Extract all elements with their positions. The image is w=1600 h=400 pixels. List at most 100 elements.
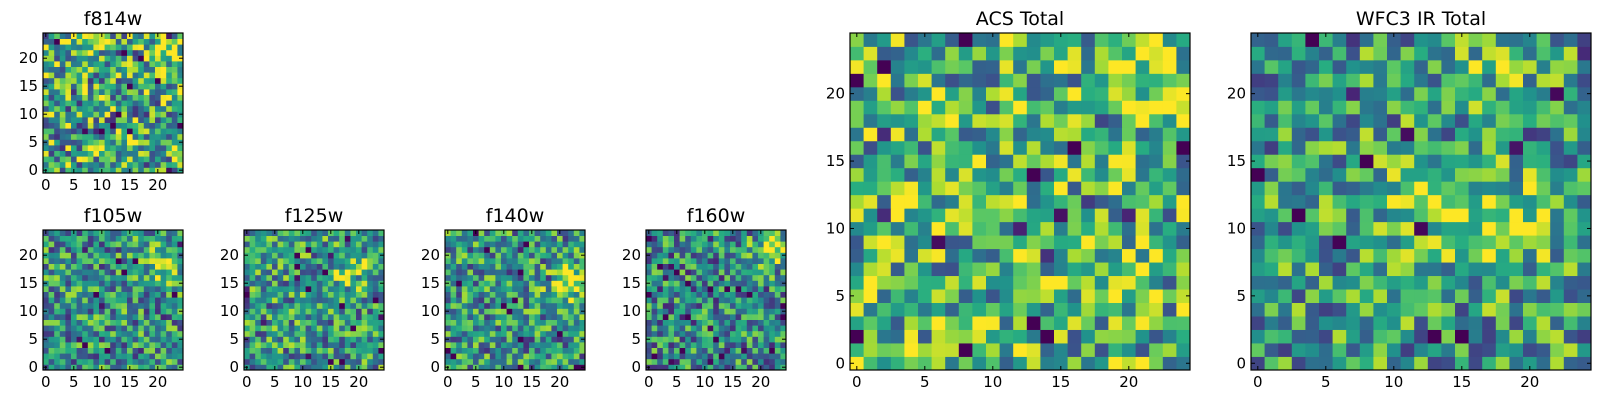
heatmap-cell <box>305 330 312 337</box>
heatmap-cell <box>121 280 128 287</box>
heatmap-cell <box>378 358 385 365</box>
heatmap-cell <box>735 302 742 309</box>
heatmap-cell <box>662 364 669 371</box>
heatmap-cell <box>143 347 150 354</box>
heatmap-cell <box>255 252 262 259</box>
heatmap-cell <box>579 274 586 281</box>
heatmap-cell <box>1468 302 1483 317</box>
heatmap-cell <box>1373 73 1388 88</box>
heatmap-cell <box>344 302 351 309</box>
heatmap-cell <box>972 208 987 223</box>
heatmap-cell <box>339 263 346 270</box>
heatmap-cell <box>93 314 100 320</box>
heatmap-cell <box>456 358 463 365</box>
heatmap-cell <box>110 358 117 365</box>
heatmap-cell <box>71 77 77 84</box>
heatmap-cell <box>863 167 878 182</box>
heatmap-cell <box>529 291 535 298</box>
heatmap-cell <box>1373 100 1388 115</box>
heatmap-cell <box>76 77 83 84</box>
heatmap-cell <box>551 269 558 276</box>
heatmap-cell <box>696 291 703 298</box>
heatmap-cell <box>65 347 72 354</box>
heatmap-cell <box>579 258 586 264</box>
heatmap-cell <box>350 302 357 309</box>
heatmap-cell <box>730 280 736 287</box>
heatmap-cell <box>904 262 919 277</box>
heatmap-cell <box>127 274 133 281</box>
heatmap-cell <box>166 230 173 236</box>
heatmap-cell <box>138 263 145 270</box>
heatmap-cell <box>679 291 686 298</box>
heatmap-cell <box>495 342 502 348</box>
heatmap-cell <box>132 128 139 135</box>
heatmap-cell <box>177 150 184 157</box>
heatmap-cell <box>99 263 105 270</box>
heatmap-cell <box>305 235 312 242</box>
heatmap-cell <box>579 353 586 360</box>
heatmap-cell <box>735 342 742 348</box>
heatmap-cell <box>931 343 946 357</box>
heatmap-cell <box>495 258 502 264</box>
heatmap-cell <box>65 336 72 343</box>
heatmap-cell <box>110 111 117 118</box>
heatmap-cell <box>260 280 267 287</box>
heatmap-cell <box>690 286 697 292</box>
heatmap-cell <box>155 161 161 168</box>
heatmap-cell <box>311 230 318 236</box>
heatmap-cell <box>177 230 184 236</box>
heatmap-cell <box>557 358 563 365</box>
heatmap-cell <box>735 297 742 304</box>
heatmap-cell <box>71 325 77 332</box>
heatmap-cell <box>735 336 742 343</box>
heatmap-cell <box>863 316 878 330</box>
heatmap-cell <box>489 302 496 309</box>
heatmap-cell <box>562 302 569 309</box>
heatmap-cell <box>1563 154 1578 169</box>
heatmap-cell <box>774 246 781 253</box>
heatmap-cell <box>763 325 770 332</box>
heatmap-cell <box>1081 208 1096 223</box>
heatmap-cell <box>763 286 770 292</box>
heatmap-cell <box>54 117 61 123</box>
heatmap-cell <box>260 235 267 242</box>
heatmap-cell <box>48 161 55 168</box>
heatmap-cell <box>288 263 295 270</box>
heatmap-cell <box>679 252 686 259</box>
heatmap-cell <box>110 72 117 79</box>
heatmap-cell <box>132 156 139 163</box>
heatmap-cell <box>730 269 736 276</box>
heatmap-cell <box>445 274 451 281</box>
heatmap-cell <box>1455 221 1469 236</box>
heatmap-cell <box>918 329 932 344</box>
heatmap-cell <box>277 269 284 276</box>
heatmap-cell <box>1040 235 1055 250</box>
heatmap-cell <box>115 94 122 101</box>
heatmap-cell <box>512 269 519 276</box>
heatmap-cell <box>1135 248 1150 263</box>
heatmap-cell <box>143 83 150 90</box>
heatmap-cell <box>294 314 301 320</box>
heatmap-cell <box>166 246 173 253</box>
heatmap-cell <box>877 235 892 250</box>
heatmap-cell <box>288 280 295 287</box>
heatmap-cell <box>87 241 94 248</box>
heatmap-cell <box>972 235 987 250</box>
heatmap-cell <box>890 127 905 142</box>
heatmap-cell <box>1094 113 1109 128</box>
heatmap-cell <box>1319 127 1333 142</box>
heatmap-cell <box>945 262 960 277</box>
heatmap-cell <box>361 246 368 253</box>
heatmap-cell <box>177 72 184 79</box>
heatmap-cell <box>702 274 708 281</box>
heatmap-cell <box>512 302 519 309</box>
heatmap-cell <box>127 44 133 51</box>
heatmap-cell <box>76 263 83 270</box>
heatmap-cell <box>473 319 479 326</box>
heatmap-cell <box>707 230 714 236</box>
heatmap-cell <box>461 241 468 248</box>
heatmap-cell <box>478 230 485 236</box>
heatmap-cell <box>774 235 781 242</box>
heatmap-cell <box>651 353 658 360</box>
heatmap-cell <box>1400 194 1415 209</box>
